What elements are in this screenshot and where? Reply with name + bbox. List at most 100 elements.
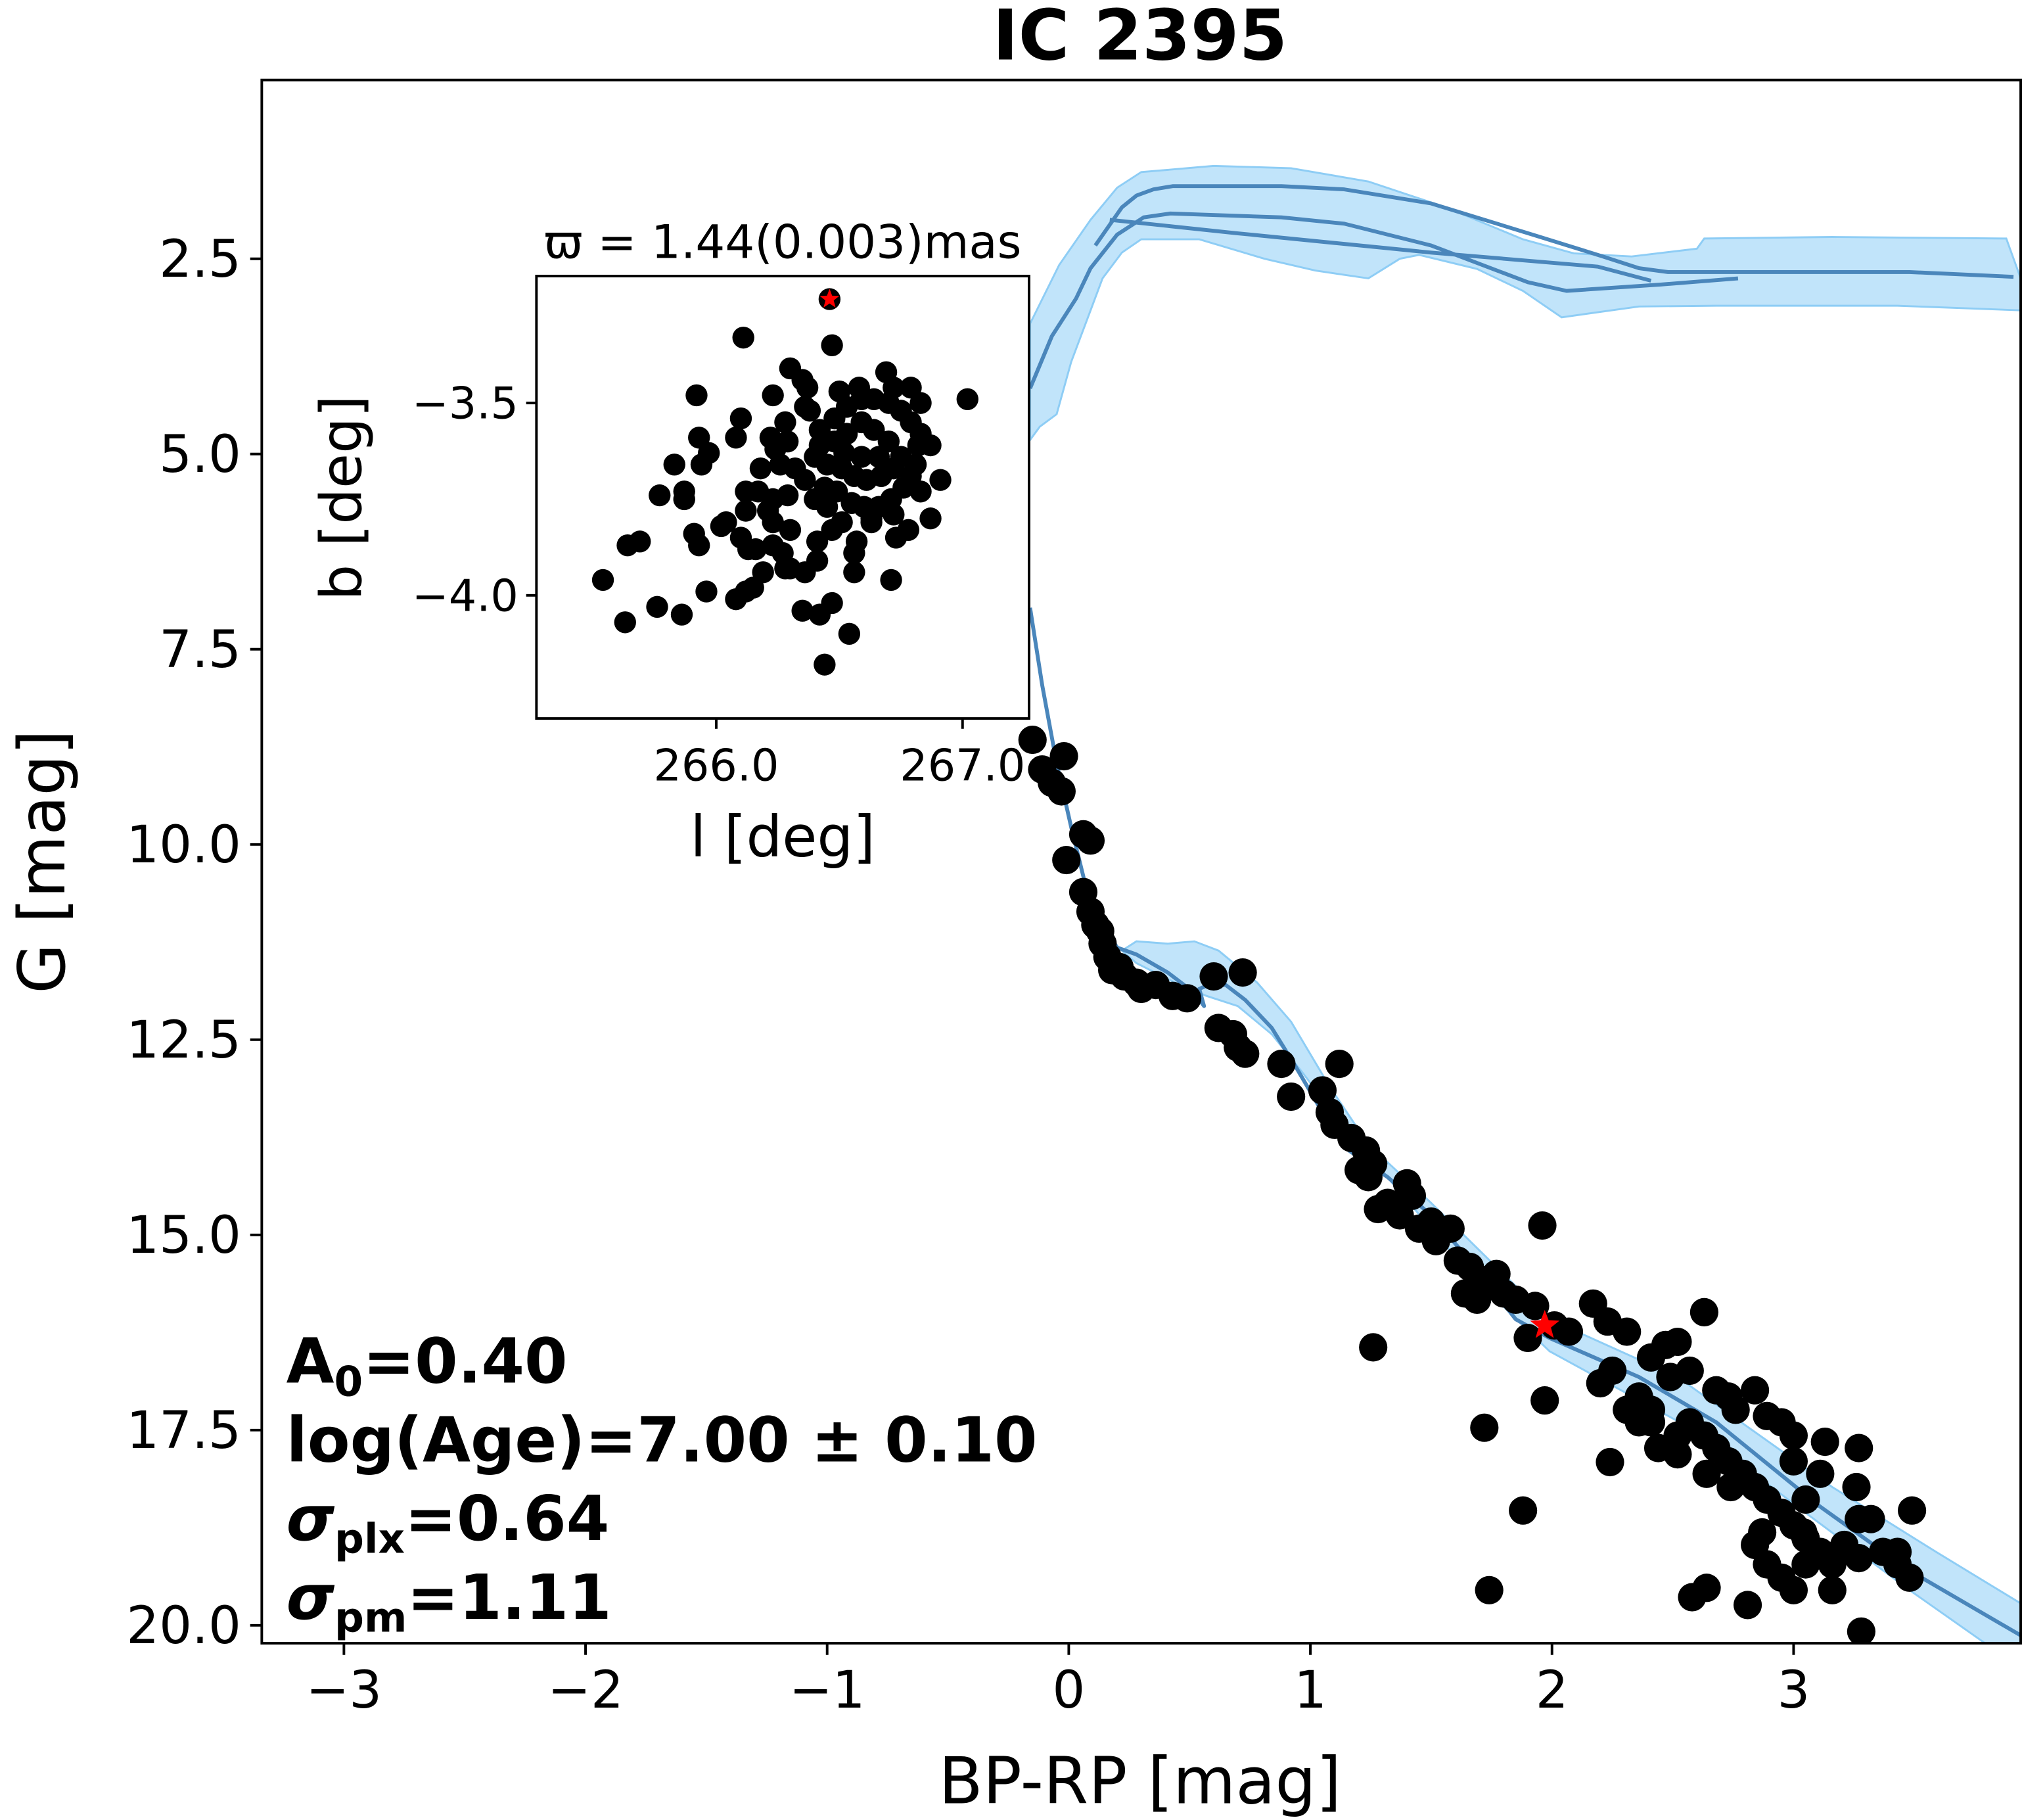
member-star-point xyxy=(1528,1211,1557,1240)
inset-star-point xyxy=(649,484,671,507)
member-star-point xyxy=(1359,1333,1388,1362)
inset-star-point xyxy=(729,407,752,430)
member-star-point xyxy=(1779,1421,1808,1450)
x-tick-label: 0 xyxy=(1052,1660,1085,1720)
inset-points xyxy=(591,288,978,676)
main-axes-frame xyxy=(260,78,2022,1645)
annotation-line: log(Age)=7.00 ± 0.10 xyxy=(287,1405,1038,1476)
inset-star-point xyxy=(840,492,863,515)
annotation-line: σpm=1.11 xyxy=(287,1562,612,1642)
y-tick-label: 12.5 xyxy=(126,1010,241,1070)
inset-star-point xyxy=(798,400,821,422)
x-tick-label: −2 xyxy=(547,1660,624,1720)
annotation-value: =0.40 xyxy=(363,1326,567,1398)
y-axis-ticks: 2.5 5.0 7.5 10.0 12.5 15.0 17.5 20.0 xyxy=(126,229,262,1656)
inset-star-point xyxy=(956,388,978,410)
y-tick-label: 20.0 xyxy=(126,1595,241,1656)
member-star-point xyxy=(1692,1459,1721,1488)
annotation-subscript: plx xyxy=(334,1515,405,1563)
member-star-point xyxy=(1475,1575,1504,1604)
inset-x-tick-label: 266.0 xyxy=(653,739,779,791)
isochrone-uncertainty-band xyxy=(1029,164,2021,443)
member-star-point xyxy=(1277,1082,1306,1111)
inset-star-point xyxy=(695,580,718,603)
inset-star-point xyxy=(843,542,865,565)
isochrone-line xyxy=(1028,211,1739,390)
annotation-symbol: σ xyxy=(287,1562,335,1634)
x-axis-ticks: −3 −2 −1 0 1 2 3 xyxy=(306,1643,1810,1720)
member-star-point xyxy=(1047,777,1076,806)
member-star-point xyxy=(1018,725,1047,755)
member-star-point xyxy=(1847,1617,1875,1644)
inset-star-point xyxy=(883,503,905,526)
member-star-point xyxy=(1509,1496,1538,1525)
inset-x-tick-label: 267.0 xyxy=(900,739,1025,791)
inset-star-point xyxy=(806,530,829,553)
member-star-point xyxy=(1716,1472,1745,1502)
member-star-point xyxy=(1344,1155,1373,1184)
inset-star-point xyxy=(762,511,784,534)
inset-star-point xyxy=(614,611,636,634)
inset-star-point xyxy=(814,653,836,676)
annotation-value: =0.64 xyxy=(405,1483,609,1555)
inset-star-point xyxy=(929,469,952,491)
isochrone-line xyxy=(1093,184,2014,279)
inset-star-point xyxy=(673,488,695,511)
annotation-value: =1.11 xyxy=(407,1562,611,1634)
inset-y-ticks: −3.5 −4.0 xyxy=(412,378,537,621)
x-tick-label: −1 xyxy=(789,1660,865,1720)
inset-star-point xyxy=(762,384,784,407)
inset-star-point xyxy=(670,603,693,626)
y-axis-label: G [mag] xyxy=(5,730,80,994)
member-star-point xyxy=(1897,1496,1927,1525)
annotation-symbol: A xyxy=(287,1326,334,1398)
inset-star-point xyxy=(808,419,831,441)
chart-title: IC 2395 xyxy=(992,0,1287,76)
y-tick-label: 2.5 xyxy=(159,229,241,289)
inset-y-tick-label: −3.5 xyxy=(412,378,518,429)
member-star-point xyxy=(1842,1472,1871,1502)
member-star-point xyxy=(1076,826,1105,855)
inset-star-point xyxy=(885,526,908,549)
member-star-point xyxy=(1421,1226,1450,1255)
inset-star-point xyxy=(900,411,922,434)
member-star-point xyxy=(1883,1537,1912,1566)
member-star-point xyxy=(1052,845,1081,875)
inset-star-point xyxy=(591,569,614,592)
inset-star-point xyxy=(685,384,708,407)
inset-star-point xyxy=(774,411,796,434)
inset-star-point xyxy=(646,595,668,618)
inset-star-point xyxy=(919,507,942,530)
inset-highlighted-star-marker xyxy=(819,289,840,308)
inset-star-point xyxy=(838,622,861,645)
member-star-point xyxy=(1663,1327,1692,1357)
member-star-point xyxy=(1675,1356,1704,1386)
highlighted-star-marker xyxy=(1530,1310,1560,1338)
y-tick-label: 5.0 xyxy=(159,424,241,484)
inset-star-point xyxy=(850,411,873,434)
inset-star-point xyxy=(791,599,814,622)
inset-star-point xyxy=(688,534,710,557)
member-star-point xyxy=(1806,1459,1835,1488)
x-tick-label: 3 xyxy=(1777,1660,1810,1720)
annotation-line: σplx=0.64 xyxy=(287,1483,610,1563)
inset-plot: 266.0 267.0 −3.5 −4.0 ϖ = 1.44(0.003)mas l… xyxy=(309,215,1030,870)
inset-star-point xyxy=(732,326,754,349)
inset-star-point xyxy=(833,442,856,464)
member-star-point xyxy=(1733,1591,1762,1620)
member-star-point xyxy=(1791,1550,1820,1579)
isochrone-line xyxy=(1109,218,1652,283)
member-star-point xyxy=(1267,1050,1296,1079)
inset-star-point xyxy=(816,496,839,518)
member-star-point xyxy=(1613,1317,1642,1346)
member-star-point xyxy=(1779,1575,1808,1604)
inset-title-parallax: ϖ = 1.44(0.003)mas xyxy=(544,215,1022,269)
member-star-point xyxy=(1513,1324,1542,1353)
inset-x-ticks: 266.0 267.0 xyxy=(653,718,1025,791)
annotation-symbol: σ xyxy=(287,1483,335,1555)
inset-y-axis-label: b [deg] xyxy=(309,395,375,600)
inset-x-axis-label: l [deg] xyxy=(690,805,875,870)
inset-star-point xyxy=(796,377,819,399)
y-tick-label: 15.0 xyxy=(126,1205,241,1265)
